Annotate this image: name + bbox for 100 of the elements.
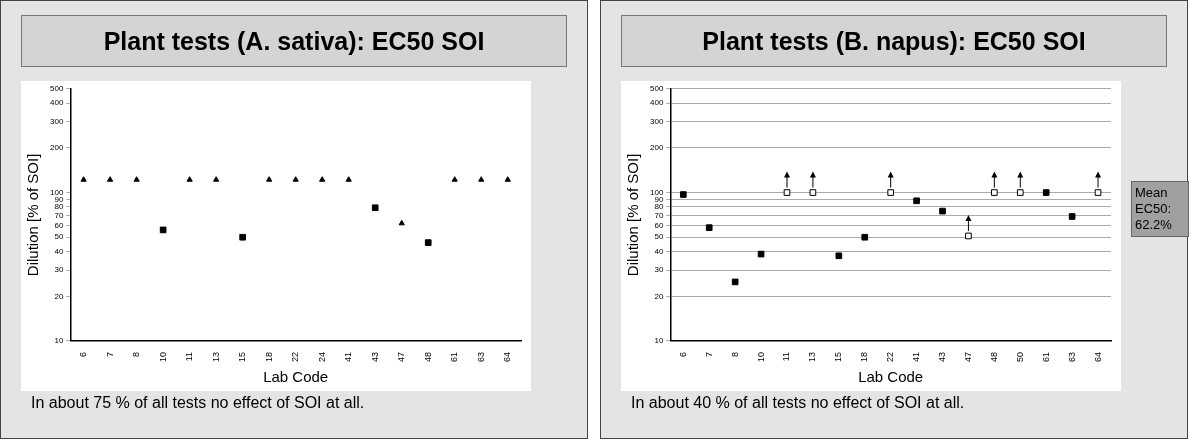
x-tick-label: 13 [210,351,221,362]
y-tick-label: 10 [654,336,664,346]
y-tick-label: 40 [654,246,664,256]
y-tick-label: 200 [49,143,64,153]
x-tick-label: 15 [237,351,248,362]
y-tick-label: 60 [54,220,64,230]
x-tick-label: 7 [703,351,714,357]
y-tick-label: 200 [649,143,664,153]
x-tick-label: 47 [962,351,973,362]
point [965,232,972,240]
x-tick-label: 47 [396,351,407,362]
y-tick-label: 400 [49,98,64,108]
y-tick-label: 400 [649,98,664,108]
point [239,233,246,241]
x-axis-title: Lab Code [263,368,329,386]
point [398,219,405,226]
y-tick-label: 70 [654,210,664,220]
x-tick-label: 64 [1092,351,1103,362]
point [705,224,713,231]
y-tick-label: 500 [649,84,664,93]
x-tick-label: 18 [263,351,274,362]
point [731,278,739,286]
y-tick-label: 90 [54,194,64,204]
point [319,176,326,182]
point [783,189,791,196]
text: In about 40 % of all tests no effect of SOI at all. [631,394,965,412]
point [809,189,817,196]
point [504,176,511,182]
x-tick-label: 41 [343,351,354,362]
y-tick-label: 30 [654,265,664,275]
point [478,176,485,182]
x-tick-label: 43 [369,351,380,362]
y-tick-label: 80 [54,202,64,212]
x-tick-label: 22 [885,351,896,362]
y-tick-label: 90 [654,194,664,204]
point [1042,189,1050,196]
x-tick-label: 18 [859,351,870,362]
point [80,176,87,182]
x-tick-label: 50 [1014,351,1025,362]
x-tick-label: 11 [781,351,792,362]
x-tick-label: 61 [449,351,460,362]
point [345,176,352,182]
x-tick-label: 48 [988,351,999,362]
y-tick-label: 40 [54,246,64,256]
x-tick-label: 8 [131,351,142,357]
point [213,176,220,182]
point [159,226,167,234]
y-tick-label: 70 [54,210,64,220]
x-tick-label: 43 [937,351,947,362]
point [292,176,299,182]
x-tick-label: 64 [502,351,513,362]
x-tick-label: 63 [475,351,486,362]
y-tick-label: 500 [49,84,64,93]
y-tick-label: 50 [54,232,64,242]
point [133,176,140,182]
point [679,191,687,198]
x-tick-label: 7 [104,351,115,357]
y-tick-label: 300 [649,116,664,126]
point [424,239,432,246]
x-tick-label: 11 [184,351,195,362]
chart-title: Plant tests (B. napus): EC50 SOI [621,15,1167,67]
y-tick-label: 20 [654,291,664,301]
y-tick-label: 20 [54,291,64,301]
point [757,250,765,258]
text: Mean EC50: 62.2% [1131,181,1189,237]
text: In about 75 % of all tests no effect of SOI at all. [31,394,365,412]
point [861,233,869,241]
y-tick-label: 100 [49,187,64,197]
point [991,189,998,196]
point [1016,189,1024,196]
x-tick-label: 48 [422,351,433,362]
y-tick-label: 10 [54,336,64,346]
x-tick-label: 10 [755,351,766,362]
point [913,197,920,205]
y-tick-label: 60 [654,220,664,230]
y-axis-title: Dilution [% of SOI] [24,153,42,277]
x-tick-label: 13 [807,351,818,362]
point [266,176,273,182]
y-tick-label: 30 [54,265,64,275]
x-axis-title: Lab Code [858,368,924,386]
point [186,176,193,182]
point [451,176,458,182]
point [835,252,843,260]
y-tick-label: 50 [654,232,664,242]
x-tick-label: 8 [729,351,740,357]
x-tick-label: 15 [833,351,844,362]
y-tick-label: 100 [649,187,664,197]
x-tick-label: 10 [157,351,168,362]
point [1094,189,1102,196]
x-tick-label: 63 [1066,351,1077,362]
y-axis-title: Dilution [% of SOI] [624,153,642,277]
point [887,189,894,196]
x-tick-label: 22 [290,351,301,362]
y-tick-label: 80 [654,202,664,212]
x-tick-label: 41 [911,351,922,362]
point [107,176,114,182]
x-tick-label: 6 [78,351,89,357]
point [371,204,379,212]
x-tick-label: 61 [1040,351,1051,362]
point [939,207,946,215]
